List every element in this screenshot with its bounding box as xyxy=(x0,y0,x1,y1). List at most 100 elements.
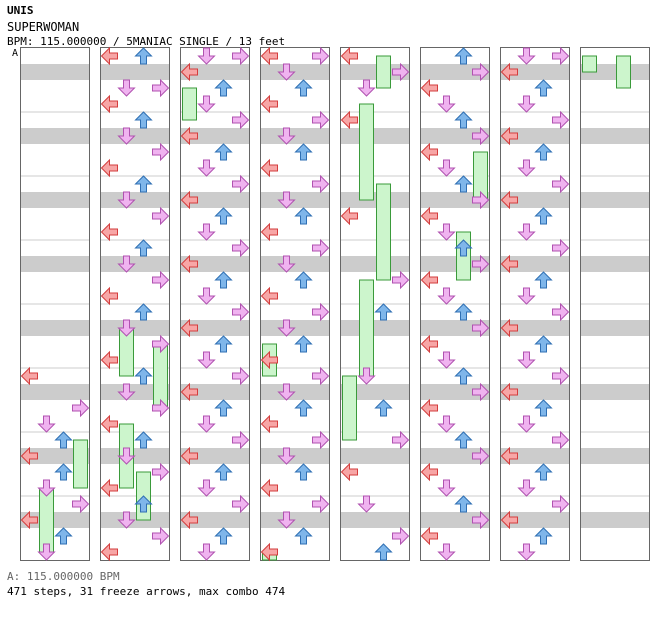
left-arrow xyxy=(260,286,278,306)
up-arrow xyxy=(534,79,553,97)
down-arrow xyxy=(197,223,216,241)
up-arrow xyxy=(134,367,153,385)
right-arrow xyxy=(232,366,250,386)
left-arrow xyxy=(500,254,518,274)
down-arrow xyxy=(117,79,136,97)
beat-stripe xyxy=(181,512,249,528)
left-arrow xyxy=(500,446,518,466)
down-arrow xyxy=(437,159,456,177)
left-arrow xyxy=(180,126,198,146)
down-arrow xyxy=(517,223,536,241)
up-arrow xyxy=(134,431,153,449)
up-arrow xyxy=(134,495,153,513)
left-arrow xyxy=(420,270,438,290)
down-arrow xyxy=(437,95,456,113)
down-arrow xyxy=(277,447,296,465)
beat-stripe xyxy=(21,256,89,272)
left-arrow xyxy=(180,190,198,210)
right-arrow xyxy=(232,238,250,258)
left-arrow xyxy=(180,382,198,402)
down-arrow xyxy=(37,479,56,497)
beat-stripe xyxy=(501,448,569,464)
right-arrow xyxy=(152,526,170,546)
left-arrow xyxy=(420,398,438,418)
chart-column xyxy=(100,46,170,562)
left-arrow xyxy=(100,222,118,242)
down-arrow xyxy=(517,479,536,497)
down-arrow xyxy=(437,479,456,497)
right-arrow xyxy=(552,46,570,66)
beat-stripe xyxy=(581,512,649,528)
left-arrow xyxy=(420,206,438,226)
up-arrow xyxy=(294,399,313,417)
beat-stripe xyxy=(501,384,569,400)
down-arrow xyxy=(277,63,296,81)
beat-stripe xyxy=(501,512,569,528)
beat-stripe xyxy=(21,64,89,80)
up-arrow xyxy=(214,335,233,353)
down-arrow xyxy=(357,79,376,97)
beat-stripe xyxy=(421,64,489,80)
up-arrow xyxy=(374,399,393,417)
beat-stripe xyxy=(581,448,649,464)
right-arrow xyxy=(552,174,570,194)
beat-stripe xyxy=(581,320,649,336)
up-arrow xyxy=(294,207,313,225)
right-arrow xyxy=(392,62,410,82)
freeze-arrow xyxy=(582,55,597,73)
right-arrow xyxy=(552,238,570,258)
left-arrow xyxy=(180,446,198,466)
left-arrow xyxy=(420,78,438,98)
down-arrow xyxy=(277,383,296,401)
beat-stripe xyxy=(21,512,89,528)
right-arrow xyxy=(312,110,330,130)
chart-column xyxy=(420,47,490,561)
beat-stripe xyxy=(181,128,249,144)
up-arrow xyxy=(454,175,473,193)
right-arrow xyxy=(472,254,490,274)
left-arrow xyxy=(500,190,518,210)
beat-stripe xyxy=(181,192,249,208)
down-arrow xyxy=(437,223,456,241)
left-arrow xyxy=(100,158,118,178)
freeze-arrow xyxy=(359,103,374,201)
chart-column xyxy=(260,46,330,562)
beat-stripe xyxy=(181,448,249,464)
left-arrow xyxy=(100,46,118,66)
bpm-footer: A: 115.000000 BPM xyxy=(7,570,120,583)
right-arrow xyxy=(72,494,90,514)
beat-stripe xyxy=(501,320,569,336)
up-arrow xyxy=(294,143,313,161)
up-arrow xyxy=(294,335,313,353)
up-arrow xyxy=(54,463,73,481)
left-arrow xyxy=(180,254,198,274)
up-arrow xyxy=(454,495,473,513)
beat-stripe xyxy=(341,384,409,400)
up-arrow xyxy=(534,463,553,481)
up-arrow xyxy=(534,399,553,417)
right-arrow xyxy=(552,302,570,322)
left-arrow xyxy=(500,382,518,402)
right-arrow xyxy=(312,174,330,194)
right-arrow xyxy=(312,430,330,450)
down-arrow xyxy=(277,511,296,529)
down-arrow xyxy=(517,415,536,433)
up-arrow xyxy=(294,463,313,481)
beat-stripe xyxy=(181,64,249,80)
chart-column xyxy=(500,46,570,561)
right-arrow xyxy=(152,270,170,290)
up-arrow xyxy=(294,271,313,289)
down-arrow xyxy=(517,47,536,65)
right-arrow xyxy=(152,78,170,98)
up-arrow xyxy=(294,79,313,97)
right-arrow xyxy=(232,46,250,66)
down-arrow xyxy=(197,159,216,177)
up-arrow xyxy=(454,239,473,257)
up-arrow xyxy=(54,527,73,545)
left-arrow xyxy=(100,478,118,498)
up-arrow xyxy=(134,111,153,129)
left-arrow xyxy=(260,158,278,178)
down-arrow xyxy=(37,543,56,561)
column-border xyxy=(100,47,170,561)
right-arrow xyxy=(152,206,170,226)
